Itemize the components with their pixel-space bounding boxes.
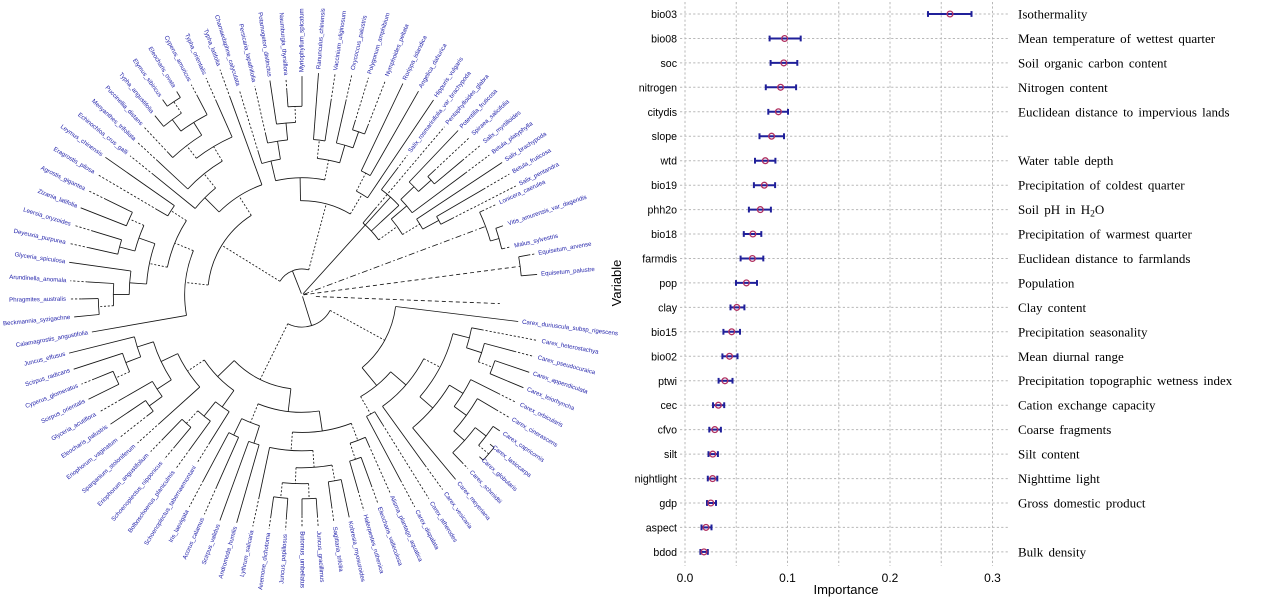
svg-text:Menyanthes_trifoliata: Menyanthes_trifoliata xyxy=(90,98,138,143)
svg-text:Sagittaria_trifolia: Sagittaria_trifolia xyxy=(331,526,344,573)
svg-text:Myriophyllum_spicatum: Myriophyllum_spicatum xyxy=(299,8,306,72)
svg-text:Cation exchange capacity: Cation exchange capacity xyxy=(1018,398,1156,413)
svg-text:Oxycoccus_palustris: Oxycoccus_palustris xyxy=(350,15,369,71)
svg-text:Equisetum_arvense: Equisetum_arvense xyxy=(538,241,593,257)
svg-text:Carex_duriuscula_subsp_rigesce: Carex_duriuscula_subsp_rigescens xyxy=(522,319,619,338)
svg-text:Juncus_gracillimus: Juncus_gracillimus xyxy=(315,531,326,583)
svg-text:Agrostis_gigantea: Agrostis_gigantea xyxy=(39,165,86,193)
svg-text:Silt content: Silt content xyxy=(1018,447,1080,462)
svg-text:bio19: bio19 xyxy=(651,180,677,192)
svg-text:Juncus_papillosus: Juncus_papillosus xyxy=(278,534,288,584)
svg-text:Deyeuxia_purpurea: Deyeuxia_purpurea xyxy=(13,228,67,246)
svg-text:Iris_laevigata: Iris_laevigata xyxy=(168,508,191,544)
svg-text:citydis: citydis xyxy=(648,107,677,119)
svg-text:Eriophorum_vaginatum: Eriophorum_vaginatum xyxy=(65,437,119,481)
svg-text:Juncus_effusus: Juncus_effusus xyxy=(23,351,66,368)
svg-text:Arundinella_anomala: Arundinella_anomala xyxy=(9,274,67,285)
svg-text:Bulk density: Bulk density xyxy=(1018,544,1087,559)
svg-text:0.1: 0.1 xyxy=(779,571,796,585)
svg-text:Euclidean distance to farmlan: Euclidean distance to farmlands xyxy=(1018,251,1190,266)
svg-text:Nighttime light: Nighttime light xyxy=(1018,471,1100,486)
svg-text:Precipitation of coldest quar: Precipitation of coldest quarter xyxy=(1018,178,1185,193)
svg-text:0.0: 0.0 xyxy=(677,571,694,585)
svg-text:silt: silt xyxy=(664,449,677,461)
svg-text:Kobresia_myosuroides: Kobresia_myosuroides xyxy=(347,520,367,582)
svg-text:bio08: bio08 xyxy=(651,34,677,46)
svg-text:Beckmannia_syzigachne: Beckmannia_syzigachne xyxy=(3,314,71,327)
svg-text:slope: slope xyxy=(652,131,677,143)
svg-text:Carex_pseudocuraica: Carex_pseudocuraica xyxy=(537,354,597,376)
svg-text:Calamagrostis_angustifolia: Calamagrostis_angustifolia xyxy=(15,329,89,349)
svg-text:Acorus_calamus: Acorus_calamus xyxy=(181,517,206,561)
svg-text:Gross domestic product: Gross domestic product xyxy=(1018,496,1146,511)
svg-text:Lythrum_salicaria: Lythrum_salicaria xyxy=(239,529,256,578)
svg-text:bio02: bio02 xyxy=(651,351,677,363)
svg-text:Mean temperature of wettest q: Mean temperature of wettest quarter xyxy=(1018,31,1216,46)
svg-text:farmdis: farmdis xyxy=(642,254,677,266)
svg-text:Anemone_dichotoma: Anemone_dichotoma xyxy=(257,532,272,591)
svg-text:nitrogen: nitrogen xyxy=(639,82,677,94)
svg-text:Nitrogen content: Nitrogen content xyxy=(1018,80,1108,95)
svg-text:Vitis_amurensis_var_dageridis: Vitis_amurensis_var_dageridis xyxy=(507,194,588,228)
svg-text:Soil pH in H2O: Soil pH in H2O xyxy=(1018,202,1104,220)
svg-text:0.2: 0.2 xyxy=(882,571,899,585)
svg-text:Ranunculus_chinensis: Ranunculus_chinensis xyxy=(315,8,326,69)
svg-text:Scirpus_validus: Scirpus_validus xyxy=(201,523,222,566)
svg-text:Mean diurnal range: Mean diurnal range xyxy=(1018,349,1124,364)
svg-text:bio18: bio18 xyxy=(651,229,677,241)
svg-text:Precipitation seasonality: Precipitation seasonality xyxy=(1018,324,1148,339)
svg-text:Salix_rosmarinifolia_var_brach: Salix_rosmarinifolia_var_brachypoda xyxy=(407,70,473,155)
svg-text:bdod: bdod xyxy=(653,547,677,559)
svg-text:Leersia_oryzoides: Leersia_oryzoides xyxy=(22,206,71,227)
svg-text:nightlight: nightlight xyxy=(635,474,677,486)
svg-text:Clay content: Clay content xyxy=(1018,300,1086,315)
svg-text:Betula_platyphylla: Betula_platyphylla xyxy=(490,120,534,156)
svg-text:Coarse fragments: Coarse fragments xyxy=(1018,422,1111,437)
svg-text:Butomus_umbellatus: Butomus_umbellatus xyxy=(298,531,305,588)
svg-text:Isothermality: Isothermality xyxy=(1018,7,1088,22)
svg-text:clay: clay xyxy=(658,302,678,314)
svg-text:wtd: wtd xyxy=(660,156,678,168)
svg-text:gdp: gdp xyxy=(659,498,677,510)
svg-text:Variable: Variable xyxy=(609,260,624,307)
svg-text:Andromeda_humilis: Andromeda_humilis xyxy=(217,526,239,580)
svg-text:aspect: aspect xyxy=(646,522,677,534)
svg-text:cfvo: cfvo xyxy=(658,425,678,437)
svg-text:bio03: bio03 xyxy=(651,9,677,21)
svg-text:Population: Population xyxy=(1018,275,1075,290)
svg-text:soc: soc xyxy=(661,58,678,70)
svg-text:Soil organic carbon content: Soil organic carbon content xyxy=(1018,55,1167,70)
svg-text:ptwi: ptwi xyxy=(658,376,677,388)
svg-text:0.3: 0.3 xyxy=(984,571,1001,585)
svg-text:Scirpus_radicans: Scirpus_radicans xyxy=(24,367,71,388)
svg-text:Precipitation of warmest quar: Precipitation of warmest quarter xyxy=(1018,227,1193,242)
svg-text:pop: pop xyxy=(659,278,677,290)
svg-text:Zizania_latifolia: Zizania_latifolia xyxy=(37,188,79,210)
svg-text:Water table depth: Water table depth xyxy=(1018,153,1114,168)
svg-text:Persicaria_lapathifolia: Persicaria_lapathifolia xyxy=(237,23,257,83)
svg-text:Glyceria_spiculosa: Glyceria_spiculosa xyxy=(14,251,66,265)
svg-text:Equisetum_palustre: Equisetum_palustre xyxy=(541,266,596,278)
svg-text:Echinochloa_crus_galli: Echinochloa_crus_galli xyxy=(76,111,129,156)
svg-text:Phragmites_australis: Phragmites_australis xyxy=(9,296,66,304)
svg-text:Carex_heterostachya: Carex_heterostachya xyxy=(541,338,600,356)
svg-text:Importance: Importance xyxy=(813,582,878,597)
svg-text:Vaccinium_uliginosum: Vaccinium_uliginosum xyxy=(332,10,348,71)
svg-text:Precipitation topographic wet: Precipitation topographic wetness index xyxy=(1018,373,1233,388)
svg-text:Potamogeton_distinctus: Potamogeton_distinctus xyxy=(256,12,273,77)
svg-text:cec: cec xyxy=(661,400,678,412)
svg-text:phh2o: phh2o xyxy=(648,205,678,217)
svg-text:Naumburgia_thyrsiflora: Naumburgia_thyrsiflora xyxy=(277,12,289,76)
svg-text:bio15: bio15 xyxy=(651,327,677,339)
svg-text:Euclidean distance to impervi: Euclidean distance to impervious lands xyxy=(1018,104,1230,119)
